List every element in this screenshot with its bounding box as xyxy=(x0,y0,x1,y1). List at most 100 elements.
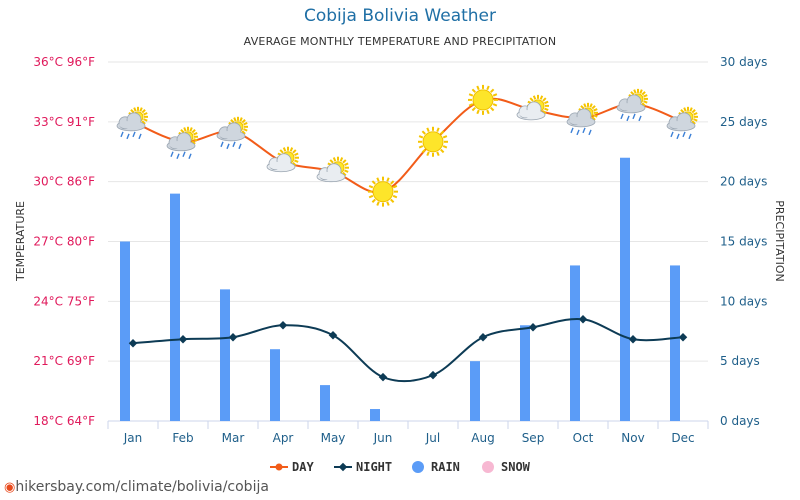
cloud-fill xyxy=(619,102,643,111)
sun-ray xyxy=(680,109,685,114)
night-point xyxy=(628,334,638,344)
map-pin-icon: ◉ xyxy=(4,480,16,495)
sun-ray xyxy=(241,130,246,135)
sun-ray xyxy=(371,198,376,203)
left-tick-label: 33°C 91°F xyxy=(33,115,95,129)
sun-ray xyxy=(421,130,426,135)
sun-ray xyxy=(294,159,299,163)
night-point xyxy=(278,321,288,330)
sun-ray xyxy=(436,127,440,132)
sun-ray xyxy=(490,106,495,112)
rain-bar xyxy=(620,157,630,421)
sun-ray xyxy=(189,127,193,132)
sun-ray xyxy=(418,135,424,139)
left-tick-label: 27°C 80°F xyxy=(33,235,95,249)
x-tick-label: Sep xyxy=(522,431,545,445)
sun-ray xyxy=(440,148,445,154)
source-credit[interactable]: ◉hikersbay.com/climate/bolivia/cobija xyxy=(4,479,269,495)
sun-ray xyxy=(436,151,440,157)
sun-ray xyxy=(241,119,246,124)
cloud-fill xyxy=(169,140,193,149)
sun-ray xyxy=(292,161,297,167)
right-tick-label: 0 days xyxy=(720,414,760,428)
sun-ray xyxy=(180,128,185,134)
sun-ray xyxy=(193,138,198,142)
sun-ray xyxy=(689,107,693,112)
rain-drop xyxy=(220,141,224,148)
sun-ray xyxy=(294,152,299,156)
rain-drop xyxy=(576,129,580,136)
sun-ray xyxy=(544,100,549,105)
sun-ray xyxy=(392,194,398,199)
rain-bar xyxy=(670,265,680,421)
sun-ray xyxy=(390,180,395,185)
right-tick-label: 30 days xyxy=(720,55,767,69)
sun-ray xyxy=(641,102,646,107)
sun-ray xyxy=(442,135,448,139)
sun-ray xyxy=(191,128,196,134)
sun-ray xyxy=(329,159,334,164)
rain-drop xyxy=(670,131,674,138)
rain-drop xyxy=(632,113,636,120)
right-tick-label: 5 days xyxy=(720,354,760,368)
x-tick-label: Oct xyxy=(573,431,594,445)
sun-ray xyxy=(693,112,698,116)
sun-ray xyxy=(641,91,646,96)
sun-ray xyxy=(183,127,187,132)
sun-ray xyxy=(426,151,430,157)
cloud-fill xyxy=(569,116,593,125)
sun-ray xyxy=(476,109,480,115)
night-point xyxy=(578,315,588,324)
sun-ray xyxy=(344,162,349,166)
rain-bar xyxy=(470,361,480,421)
right-tick-label: 15 days xyxy=(720,235,767,249)
right-tick-label: 10 days xyxy=(720,294,767,308)
sun-ray xyxy=(442,145,448,149)
x-tick-label: Jul xyxy=(425,431,440,445)
legend-night-marker xyxy=(338,462,348,472)
rain-drop xyxy=(226,143,230,150)
cloud-fill xyxy=(319,171,343,180)
sun-icon xyxy=(368,176,398,207)
sun-ray xyxy=(139,107,143,112)
rain-drop xyxy=(626,115,630,122)
x-tick-label: Nov xyxy=(621,431,644,445)
legend: DAY NIGHT RAIN SNOW xyxy=(270,460,531,474)
sun-ray xyxy=(421,148,426,154)
sun-ray xyxy=(230,119,235,124)
rain-bar xyxy=(320,385,330,421)
sun-ray xyxy=(593,114,598,118)
day-line xyxy=(132,97,684,194)
night-point xyxy=(178,334,188,344)
sun-ray xyxy=(376,177,380,182)
left-tick-label: 30°C 86°F xyxy=(33,175,95,189)
sun-ray xyxy=(191,140,196,145)
sun-ray xyxy=(376,201,380,206)
sun-ray xyxy=(492,103,498,107)
rain-drop xyxy=(232,141,236,148)
sun-ray xyxy=(233,117,237,122)
chart-subtitle: AVERAGE MONTHLY TEMPERATURE AND PRECIPIT… xyxy=(243,35,557,48)
sun-ray xyxy=(133,107,137,112)
sun-ray xyxy=(418,145,424,149)
sun-ray xyxy=(471,106,476,112)
sun-ray xyxy=(339,157,344,162)
sun-ray xyxy=(342,159,347,164)
sun-ray xyxy=(468,103,474,107)
sun-ray xyxy=(639,89,643,94)
right-tick-label: 20 days xyxy=(720,175,767,189)
rain-drop xyxy=(588,129,592,136)
x-tick-label: Aug xyxy=(471,431,494,445)
sun-ray xyxy=(368,194,374,199)
legend-rain-label: RAIN xyxy=(431,460,460,474)
sun-ray xyxy=(693,118,698,122)
legend-rain-swatch xyxy=(412,461,424,473)
sun-ray xyxy=(539,95,544,100)
rain-bar xyxy=(270,349,280,421)
sun-ray xyxy=(243,122,248,126)
sun-ray xyxy=(332,157,337,162)
sun-ray xyxy=(542,110,547,115)
sun-ray xyxy=(643,94,648,98)
right-tick-label: 25 days xyxy=(720,115,767,129)
